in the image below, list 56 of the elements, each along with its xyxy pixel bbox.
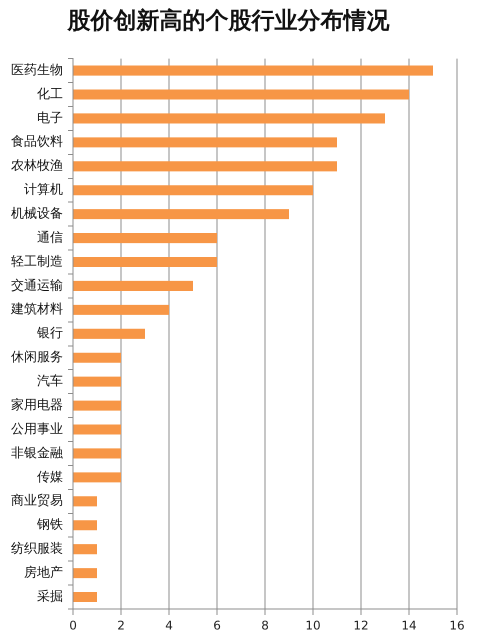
bar xyxy=(74,592,97,602)
bar xyxy=(74,352,121,363)
x-tick-label: 10 xyxy=(305,618,321,632)
y-tick-label: 汽车 xyxy=(37,374,63,390)
x-tick-label: 16 xyxy=(449,618,465,632)
bar xyxy=(74,304,169,315)
bar xyxy=(74,185,313,196)
bar xyxy=(74,472,121,482)
y-tick-label: 传媒 xyxy=(37,470,63,485)
bar xyxy=(74,544,97,554)
x-tick-label: 4 xyxy=(165,618,173,632)
bar xyxy=(74,400,121,411)
bar xyxy=(74,89,409,100)
y-tick-label: 农林牧渔 xyxy=(11,158,63,174)
y-tick-label: 通信 xyxy=(37,230,63,246)
y-tick-label: 化工 xyxy=(37,86,63,102)
bar xyxy=(74,328,145,339)
x-tick-label: 14 xyxy=(401,618,417,632)
bar xyxy=(74,233,217,244)
bar xyxy=(74,161,337,172)
y-tick-label: 家用电器 xyxy=(11,396,63,413)
y-tick-label: 计算机 xyxy=(24,182,63,198)
chart-title: 股价创新高的个股行业分布情况 xyxy=(66,6,390,34)
y-tick-label: 商业贸易 xyxy=(11,494,63,509)
x-tick-label: 8 xyxy=(261,618,269,632)
bar xyxy=(74,280,193,291)
y-tick-label: 机械设备 xyxy=(11,206,63,222)
bar xyxy=(74,424,121,435)
y-tick-label: 银行 xyxy=(36,326,63,342)
y-tick-label: 建筑材料 xyxy=(10,302,63,318)
y-tick-label: 食品饮料 xyxy=(11,134,63,150)
y-tick-label: 非银金融 xyxy=(11,446,63,461)
y-tick-label: 钢铁 xyxy=(36,518,63,533)
y-tick-label: 房地产 xyxy=(24,564,63,580)
bar xyxy=(74,496,97,506)
x-tick-label: 0 xyxy=(69,618,77,632)
y-tick-label: 休闲服务 xyxy=(11,350,63,366)
bar xyxy=(74,256,217,268)
bar xyxy=(74,520,97,530)
bar xyxy=(74,568,97,578)
bar xyxy=(74,209,289,220)
bar xyxy=(74,448,121,458)
y-tick-label: 纺织服装 xyxy=(11,542,63,557)
y-tick-label: 公用事业 xyxy=(11,422,63,437)
y-tick-label: 轻工制造 xyxy=(11,254,63,270)
bar xyxy=(74,113,385,124)
bar xyxy=(74,66,433,76)
x-tick-label: 2 xyxy=(117,618,125,632)
y-tick-label: 医药生物 xyxy=(11,62,63,78)
bar xyxy=(74,376,121,387)
y-tick-label: 采掘 xyxy=(37,589,63,604)
bar xyxy=(74,137,337,148)
x-tick-label: 12 xyxy=(353,618,369,632)
x-tick-label: 6 xyxy=(213,618,221,632)
y-tick-label: 电子 xyxy=(37,110,63,126)
y-tick-label: 交通运输 xyxy=(11,277,63,294)
